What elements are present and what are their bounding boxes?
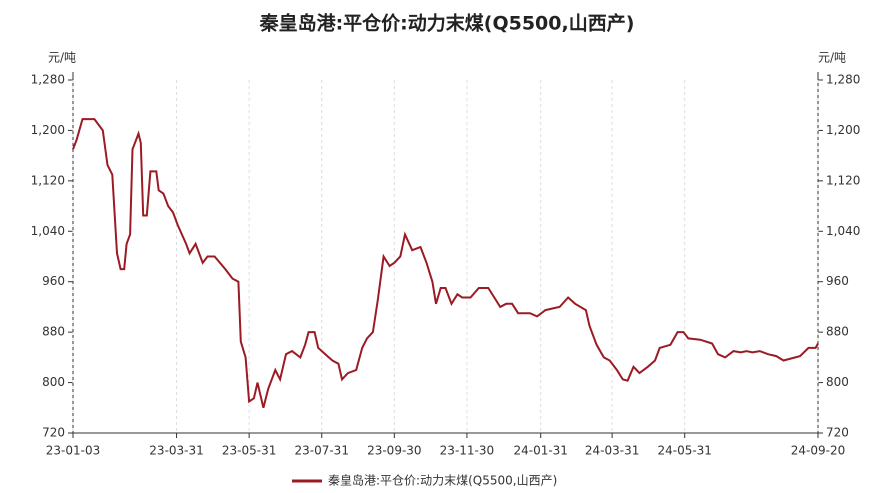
y2-tick-label: 800 [826,375,849,389]
x-tick-label: 23-11-30 [440,444,494,458]
legend-label: 秦皇岛港:平仓价:动力末煤(Q5500,山西产) [328,473,557,488]
y-tick-label: 1,200 [31,123,65,137]
y-tick-label: 800 [42,375,65,389]
y2-tick-label: 720 [826,426,849,440]
y-tick-label: 1,280 [31,73,65,87]
y-tick-label: 960 [42,274,65,288]
y2-tick-label: 1,280 [826,73,860,87]
y2-tick-label: 1,040 [826,224,860,238]
x-tick-label: 23-09-30 [367,444,421,458]
x-tick-label: 24-05-31 [657,444,711,458]
x-tick-label: 23-03-31 [149,444,203,458]
y2-tick-label: 880 [826,325,849,339]
chart-title: 秦皇岛港:平仓价:动力末煤(Q5500,山西产) [259,12,635,35]
y-axis-label: 元/吨 [48,51,76,65]
y-tick-label: 880 [42,325,65,339]
line [72,118,819,409]
y-tick-label: 720 [42,426,65,440]
y2-tick-label: 1,200 [826,123,860,137]
x-tick-label: 24-01-31 [513,444,567,458]
y2-tick-label: 960 [826,274,849,288]
y2-tick-label: 1,120 [826,173,860,187]
x-tick-label: 23-01-03 [46,444,100,458]
x-tick-label: 23-05-31 [222,444,276,458]
y2-axis-label: 元/吨 [818,51,846,65]
y-tick-label: 1,120 [31,173,65,187]
x-tick-label: 24-03-31 [585,444,639,458]
x-tick-label: 23-07-31 [294,444,348,458]
y-tick-label: 1,040 [31,224,65,238]
x-tick-label: 24-09-20 [791,444,845,458]
